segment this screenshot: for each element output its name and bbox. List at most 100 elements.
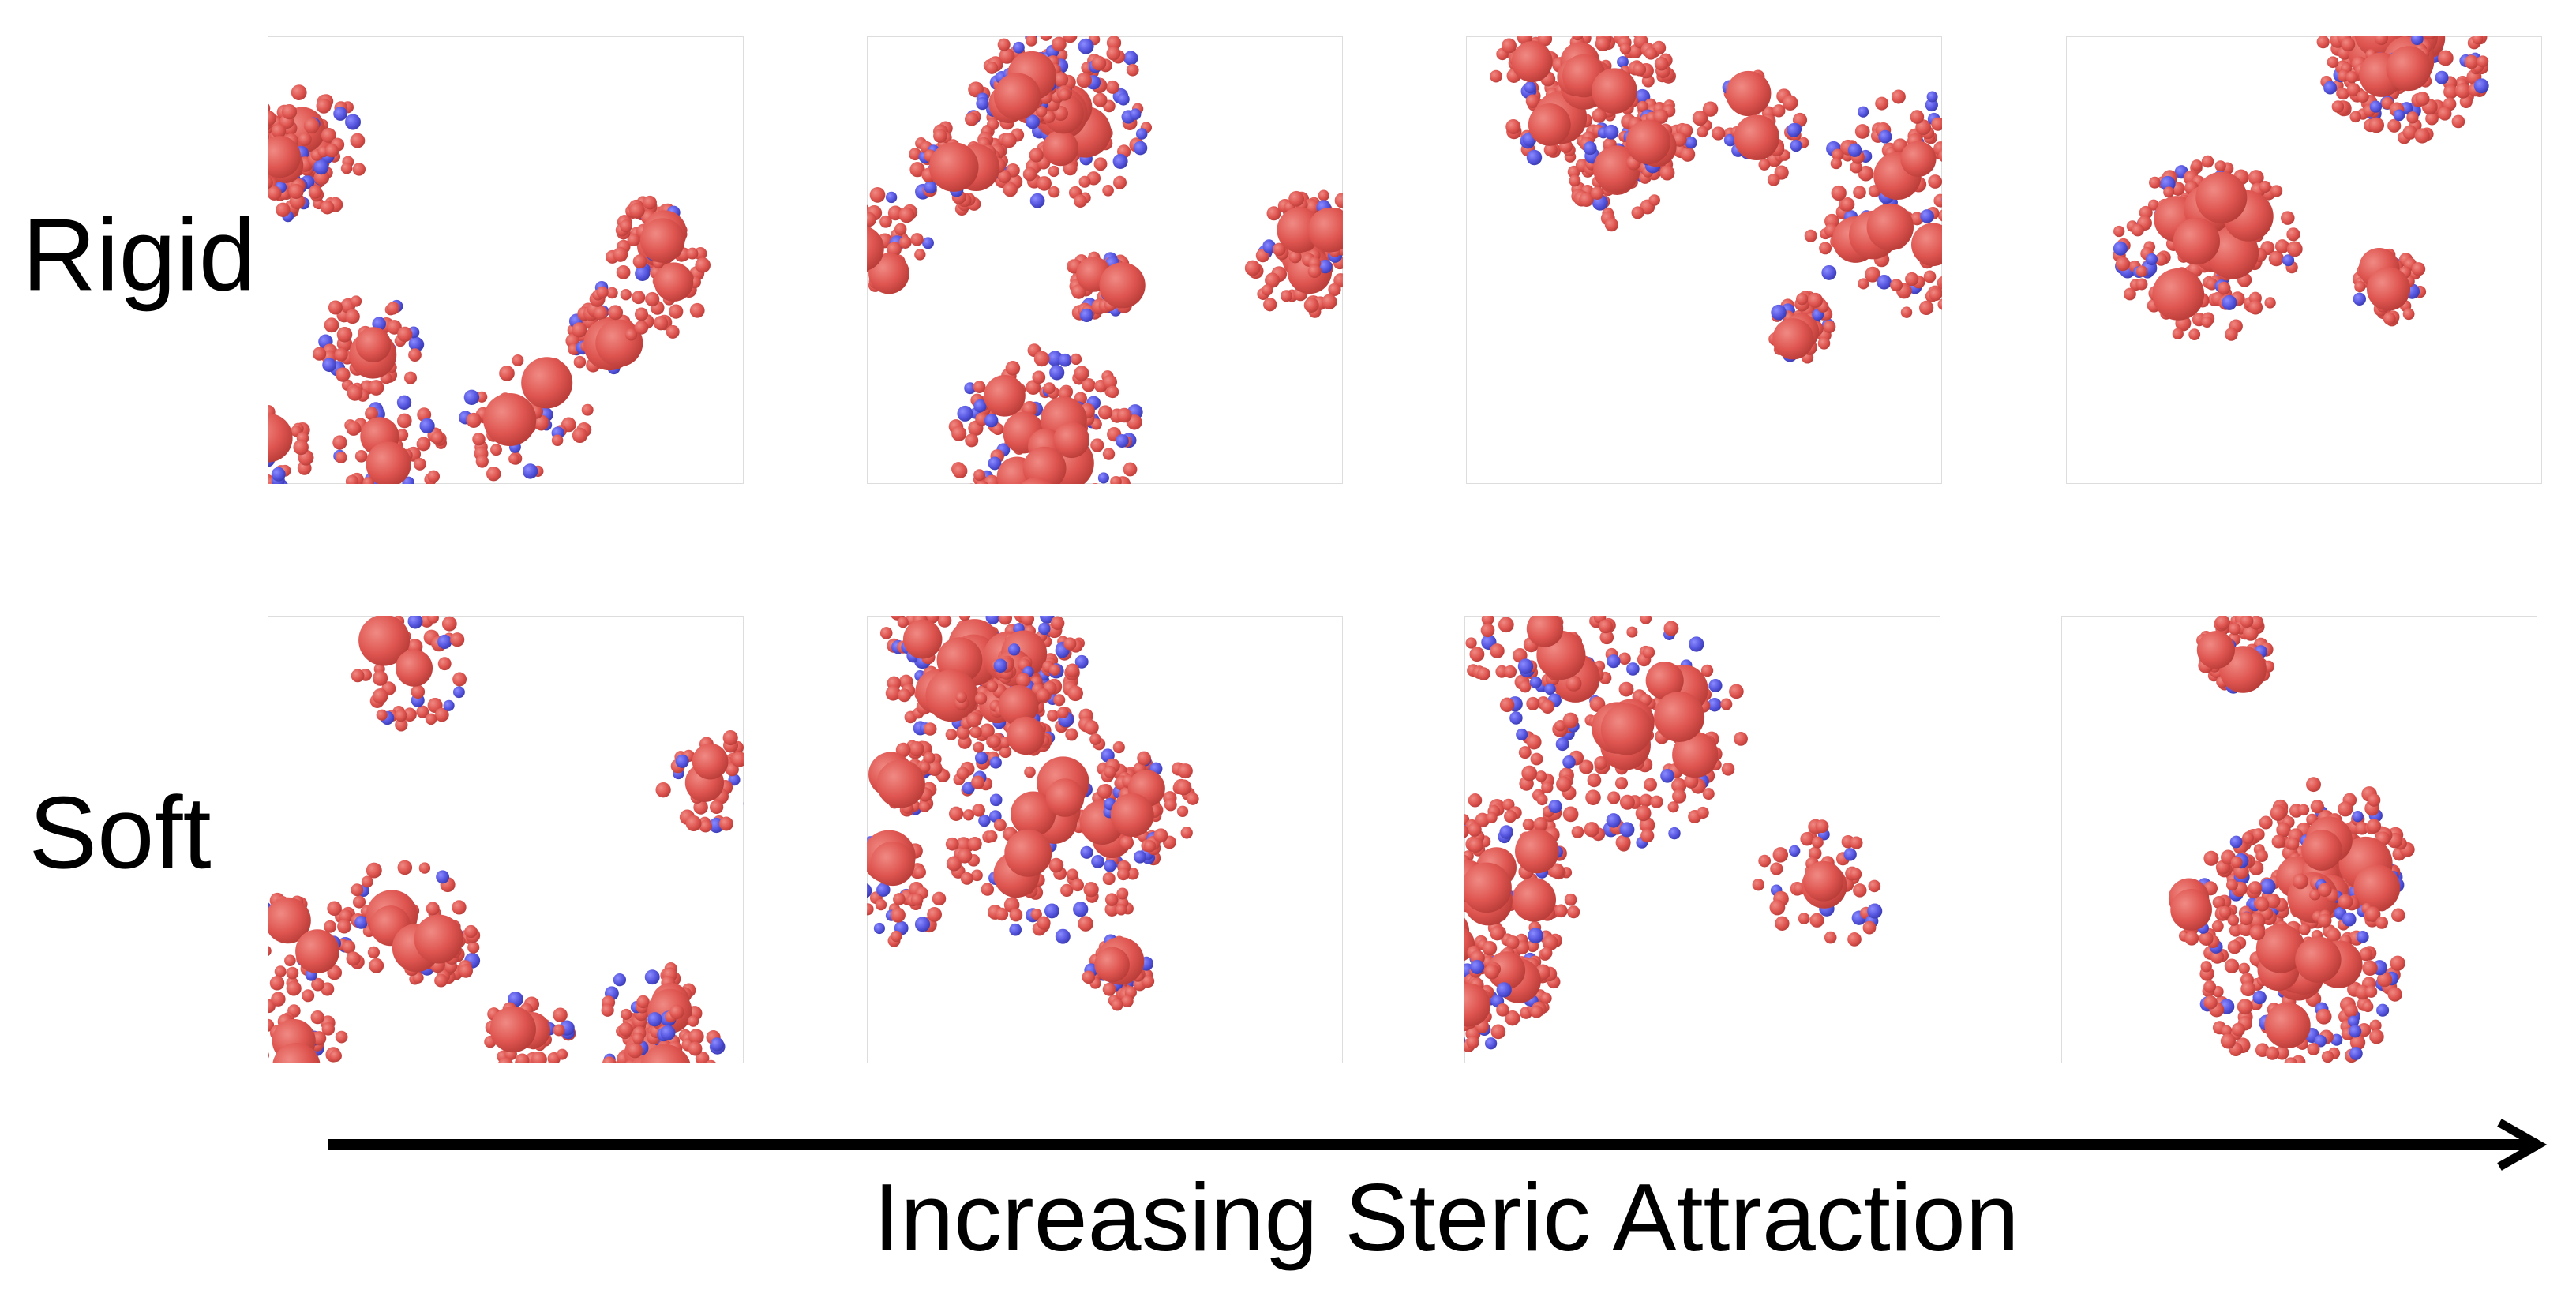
bead [1604,125,1619,140]
row-label: Rigid [22,197,256,312]
bead [1616,835,1631,850]
bead [748,784,763,798]
bead [1530,677,1542,688]
bead [941,601,955,615]
bead [1980,204,1995,219]
bead [1098,472,1109,483]
bead [893,893,906,905]
bead [1003,182,1017,197]
large-sphere [244,414,293,463]
bead [247,950,262,965]
bead [1044,382,1056,394]
bead [287,980,302,995]
bead [1952,220,1967,234]
bead [879,216,892,228]
large-sphere [2173,218,2220,264]
bead [1569,17,1584,31]
bead [351,883,363,896]
bead [1504,810,1517,823]
bead [1569,174,1580,186]
bead [1483,941,1497,955]
bead [2113,242,2128,256]
bead [242,475,254,487]
snapshot-panel [215,612,763,1110]
bead [1117,93,1130,106]
bead [613,247,628,262]
bead [923,581,937,595]
bead [1668,827,1680,839]
bead [1058,496,1070,508]
bead [975,692,987,704]
bead [369,958,384,973]
bead [2317,36,2330,48]
bead [472,433,485,445]
bead [1120,836,1134,850]
bead [1879,130,1892,144]
bead [1985,197,1997,209]
bead [2377,5,2390,17]
bead [1451,860,1464,872]
bead [1892,90,1906,104]
bead [1796,293,1808,305]
bead [1078,495,1094,511]
bead [2015,152,2030,167]
bead [1770,862,1783,875]
bead [317,99,332,114]
bead [1443,956,1456,969]
bead [2324,0,2337,9]
bead [1648,194,1660,206]
bead [1942,193,1955,206]
large-sphere [2295,936,2341,982]
bead [852,197,864,209]
bead [1812,837,1824,849]
bead [2308,1043,2320,1055]
bead [2438,107,2451,120]
bead [553,1025,565,1037]
bead [2232,1023,2245,1037]
bead [635,266,650,281]
bead [1113,176,1127,189]
bead [2452,115,2465,129]
bead [1640,829,1654,842]
bead [837,248,848,259]
bead [1019,584,1033,598]
bead [596,287,608,298]
bead [609,1071,621,1083]
bead [2406,111,2418,123]
bead [1955,234,1968,248]
bead [1281,290,1292,302]
bead [1980,145,1993,158]
bead [655,782,670,797]
bead [1021,612,1034,625]
bead [1071,879,1084,891]
bead [1980,141,1996,156]
bead [2136,265,2147,276]
bead [1177,806,1188,817]
bead [283,1070,294,1082]
bead [2411,32,2424,45]
bead [2431,13,2447,29]
bead [1116,888,1128,900]
bead [621,1009,632,1020]
bead [2359,0,2372,2]
bead [1729,684,1744,699]
bead [959,609,970,621]
bead [1541,993,1552,1004]
bead [254,167,268,181]
bead [636,995,649,1008]
bead [239,452,253,467]
bead [619,1022,633,1037]
bead [215,952,230,967]
bead [1535,17,1550,33]
bead [2266,1047,2279,1060]
bead [1437,830,1452,845]
bead [828,219,842,234]
bead [254,1055,266,1067]
bead [2322,0,2334,11]
bead [1016,673,1030,687]
bead [922,586,935,598]
bead [1089,733,1101,745]
bead [459,964,473,978]
bead [915,917,930,932]
bead [2240,614,2254,628]
